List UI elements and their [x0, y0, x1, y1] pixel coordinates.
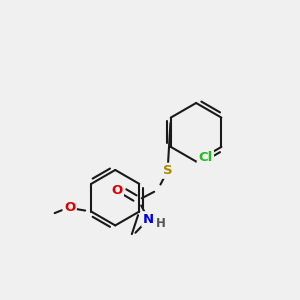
- Text: O: O: [111, 184, 122, 196]
- Text: Cl: Cl: [198, 151, 212, 164]
- Text: H: H: [156, 217, 166, 230]
- Text: O: O: [64, 201, 75, 214]
- Text: S: S: [163, 164, 172, 177]
- Text: N: N: [143, 213, 154, 226]
